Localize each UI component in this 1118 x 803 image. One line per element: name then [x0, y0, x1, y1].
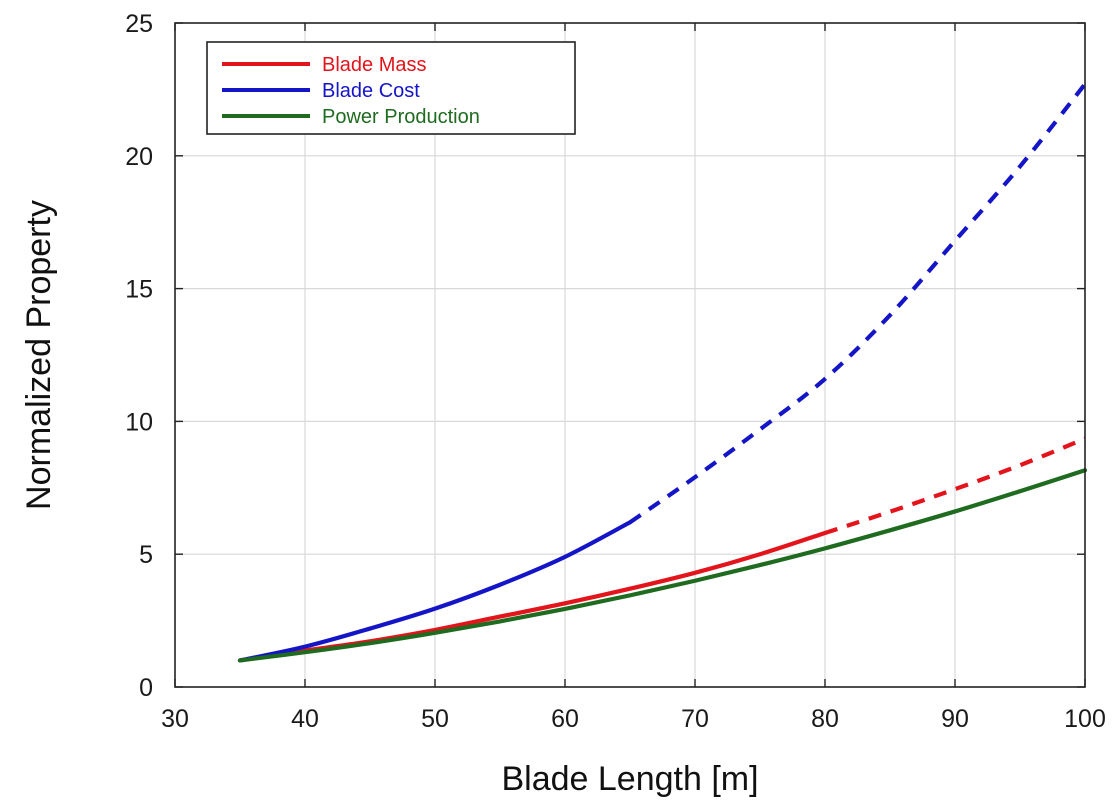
legend-entries: Blade Mass Blade Cost Power Production [222, 54, 480, 128]
y-tick-label: 5 [139, 541, 153, 569]
legend-label-blade-cost: Blade Cost [322, 80, 420, 102]
x-tick-label: 90 [941, 705, 969, 733]
tick-labels: 30 40 50 60 70 80 90 100 0 5 10 15 20 25 [125, 10, 1106, 733]
y-axis-title: Normalized Property [20, 200, 58, 510]
y-tick-label: 20 [125, 143, 153, 171]
series-line-power-production [237, 468, 1088, 663]
legend-label-blade-mass: Blade Mass [322, 54, 427, 76]
x-tick-label: 30 [161, 705, 189, 733]
x-tick-label: 70 [681, 705, 709, 733]
y-tick-label: 15 [125, 276, 153, 304]
series-blade-cost [237, 82, 1087, 663]
series-layer [237, 82, 1088, 663]
x-tick-label: 40 [291, 705, 319, 733]
legend: Blade Mass Blade Cost Power Production [206, 41, 576, 135]
series-dashed-line-blade-cost [628, 82, 1087, 525]
y-tick-label: 10 [125, 408, 153, 436]
legend-label-power-production: Power Production [322, 106, 480, 128]
x-tick-label: 80 [811, 705, 839, 733]
y-tick-label: 0 [139, 674, 153, 702]
series-power-production [237, 468, 1088, 663]
y-tick-label: 25 [125, 10, 153, 38]
x-axis-title: Blade Length [m] [501, 760, 758, 798]
x-tick-label: 60 [551, 705, 579, 733]
x-tick-label: 50 [421, 705, 449, 733]
series-line-blade-cost [237, 520, 633, 663]
x-tick-label: 100 [1064, 705, 1106, 733]
ticks [174, 22, 1086, 688]
plot-frame [174, 22, 1086, 688]
